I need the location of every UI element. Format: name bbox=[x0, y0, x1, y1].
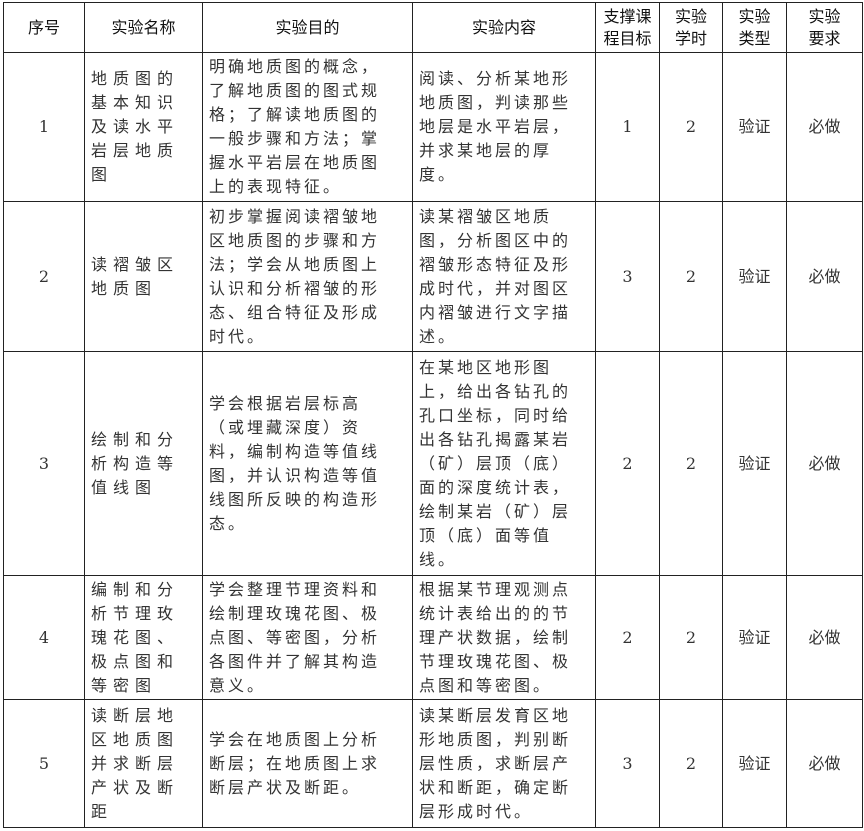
header-no: 序号 bbox=[3, 2, 85, 53]
experiment-name: 编制和分 析节理玫 瑰花图、 极点图和 等密图 bbox=[84, 575, 203, 700]
header-purpose: 实验目的 bbox=[202, 2, 413, 53]
table-row: 4 编制和分 析节理玫 瑰花图、 极点图和 等密图 学会整理节理资料和 绘制理玫瑰花… bbox=[3, 575, 863, 700]
experiment-name: 地质图的 基本知识 及读水平 岩层地质 图 bbox=[84, 52, 203, 202]
experiment-hours: 2 bbox=[659, 699, 723, 828]
experiment-content: 在某地区地形图 上，给出各钻孔的 孔口坐标，同时给 出各钻孔揭露某岩 （矿）层顶… bbox=[412, 351, 596, 576]
experiment-requirement: 必做 bbox=[786, 52, 863, 202]
header-content: 实验内容 bbox=[412, 2, 596, 53]
table-row: 2 读褶皱区 地质图 初步掌握阅读褶皱地 区地质图的步骤和方 法；学会从地质图上 认… bbox=[3, 201, 863, 352]
row-number: 2 bbox=[3, 201, 85, 352]
experiment-table: 序号 实验名称 实验目的 实验内容 支撑课 程目标 实验 学时 实验 类型 实验… bbox=[3, 2, 863, 828]
course-goal: 3 bbox=[595, 699, 660, 828]
experiment-purpose: 学会整理节理资料和 绘制理玫瑰花图、极 点图、等密图，分析 各图件并了解其构造 … bbox=[202, 575, 413, 700]
header-goal: 支撑课 程目标 bbox=[595, 2, 660, 53]
experiment-requirement: 必做 bbox=[786, 699, 863, 828]
course-goal: 3 bbox=[595, 201, 660, 352]
course-goal: 2 bbox=[595, 351, 660, 576]
row-number: 1 bbox=[3, 52, 85, 202]
header-req: 实验 要求 bbox=[786, 2, 863, 53]
table-row: 3 绘制和分 析构造等 值线图 学会根据岩层标高 （或埋藏深度）资 料，编制构造等值… bbox=[3, 351, 863, 576]
experiment-content: 读某断层发育区地 形地质图，判别断 层性质，求断层产 状和断距，确定断 层形成时… bbox=[412, 699, 596, 828]
header-type: 实验 类型 bbox=[722, 2, 787, 53]
experiment-content: 读某褶皱区地质 图，分析图区中的 褶皱形态特征及形 成时代，并对图区 内褶皱进行… bbox=[412, 201, 596, 352]
experiment-name: 读褶皱区 地质图 bbox=[84, 201, 203, 352]
row-number: 5 bbox=[3, 699, 85, 828]
experiment-content: 阅读、分析某地形 地质图，判读那些 地层是水平岩层， 并求某地层的厚 度。 bbox=[412, 52, 596, 202]
experiment-requirement: 必做 bbox=[786, 575, 863, 700]
experiment-content: 根据某节理观测点 统计表给出的的节 理产状数据，绘制 节理玫瑰花图、极 点图和等… bbox=[412, 575, 596, 700]
course-goal: 1 bbox=[595, 52, 660, 202]
header-hours: 实验 学时 bbox=[659, 2, 723, 53]
row-number: 4 bbox=[3, 575, 85, 700]
experiment-purpose: 明确地质图的概念， 了解地质图的图式规 格；了解读地质图的 一般步骤和方法；掌 … bbox=[202, 52, 413, 202]
experiment-purpose: 初步掌握阅读褶皱地 区地质图的步骤和方 法；学会从地质图上 认识和分析褶皱的形 … bbox=[202, 201, 413, 352]
table-row: 1 地质图的 基本知识 及读水平 岩层地质 图明确地质图的概念， 了解地质图的图式… bbox=[3, 52, 863, 202]
experiment-type: 验证 bbox=[722, 201, 787, 352]
row-number: 3 bbox=[3, 351, 85, 576]
header-row: 序号 实验名称 实验目的 实验内容 支撑课 程目标 实验 学时 实验 类型 实验… bbox=[3, 2, 863, 53]
experiment-requirement: 必做 bbox=[786, 201, 863, 352]
experiment-purpose: 学会根据岩层标高 （或埋藏深度）资 料，编制构造等值线 图，并认识构造等值 线图… bbox=[202, 351, 413, 576]
experiment-requirement: 必做 bbox=[786, 351, 863, 576]
experiment-type: 验证 bbox=[722, 575, 787, 700]
header-name: 实验名称 bbox=[84, 2, 203, 53]
experiment-name: 读断层地 区地质图 并求断层 产状及断 距 bbox=[84, 699, 203, 828]
experiment-hours: 2 bbox=[659, 52, 723, 202]
experiment-type: 验证 bbox=[722, 351, 787, 576]
course-goal: 2 bbox=[595, 575, 660, 700]
experiment-type: 验证 bbox=[722, 52, 787, 202]
table-row: 5 读断层地 区地质图 并求断层 产状及断 距学会在地质图上分析 断层；在地质图上… bbox=[3, 699, 863, 828]
experiment-name: 绘制和分 析构造等 值线图 bbox=[84, 351, 203, 576]
experiment-purpose: 学会在地质图上分析 断层；在地质图上求 断层产状及断距。 bbox=[202, 699, 413, 828]
experiment-type: 验证 bbox=[722, 699, 787, 828]
experiment-hours: 2 bbox=[659, 351, 723, 576]
experiment-hours: 2 bbox=[659, 201, 723, 352]
experiment-hours: 2 bbox=[659, 575, 723, 700]
